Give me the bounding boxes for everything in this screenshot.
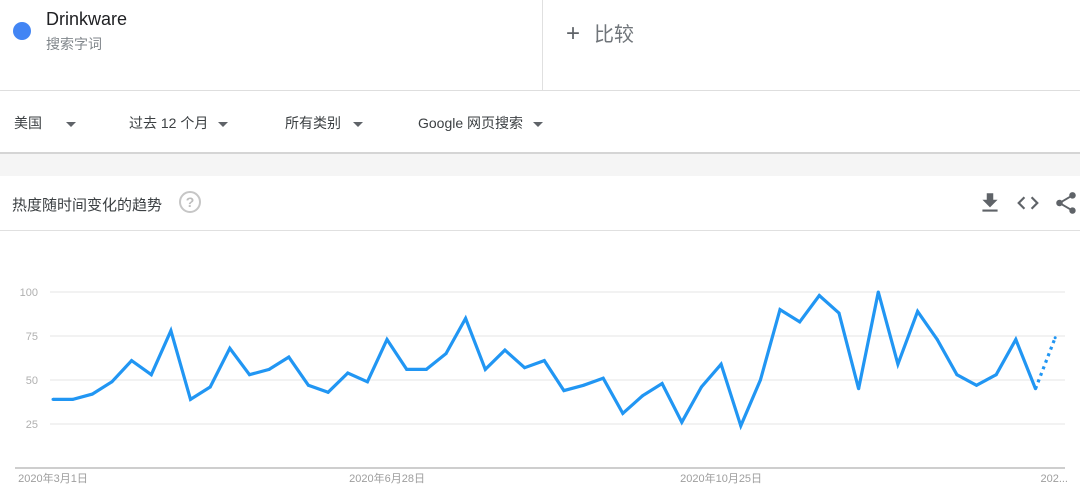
trend-line bbox=[53, 291, 1037, 431]
data-point bbox=[680, 420, 684, 424]
y-tick-label: 25 bbox=[26, 419, 38, 431]
caret-down-icon bbox=[533, 121, 544, 127]
plus-icon: + bbox=[566, 20, 581, 47]
section-divider bbox=[0, 154, 1080, 176]
time-range-dropdown[interactable]: 过去 12 个月 bbox=[129, 113, 229, 133]
data-point bbox=[699, 385, 703, 389]
data-point bbox=[385, 338, 389, 342]
search-term-type: 搜索字词 bbox=[46, 36, 102, 52]
data-point bbox=[208, 385, 212, 389]
caret-down-icon bbox=[66, 121, 76, 127]
y-tick-label: 75 bbox=[26, 331, 38, 343]
data-point bbox=[51, 397, 55, 401]
data-point bbox=[306, 383, 310, 387]
data-point bbox=[876, 290, 880, 294]
x-tick-label: 2020年3月1日 bbox=[18, 471, 88, 485]
data-point bbox=[71, 397, 75, 401]
data-point bbox=[994, 373, 998, 377]
search-term-card[interactable]: Drinkware 搜索字词 bbox=[0, 0, 543, 90]
data-point bbox=[837, 311, 841, 315]
data-point bbox=[326, 390, 330, 394]
download-icon bbox=[982, 193, 998, 212]
data-point bbox=[798, 320, 802, 324]
data-point bbox=[444, 352, 448, 356]
partial-data-line bbox=[1034, 337, 1057, 390]
data-point bbox=[228, 346, 232, 350]
category-dropdown[interactable]: 所有类别 bbox=[285, 113, 363, 133]
series-color-dot bbox=[13, 22, 31, 40]
data-point bbox=[287, 355, 291, 359]
y-tick-label: 50 bbox=[26, 375, 38, 387]
search-type-label: Google 网页搜索 bbox=[418, 115, 524, 131]
embed-code-icon bbox=[1017, 196, 1039, 210]
data-point bbox=[601, 376, 605, 380]
search-type-dropdown[interactable]: Google 网页搜索 bbox=[418, 113, 544, 133]
download-button[interactable] bbox=[977, 190, 1003, 216]
card-header: 热度随时间变化的趋势 ? bbox=[0, 176, 1080, 231]
caret-down-icon bbox=[353, 121, 363, 127]
data-point bbox=[483, 367, 487, 371]
interest-over-time-chart: 25 50 75 100 2020年3月1日 2020年6月28日 2020年10月25日 2… bbox=[15, 287, 1068, 485]
data-point bbox=[896, 362, 900, 366]
caret-down-icon bbox=[218, 121, 229, 127]
data-point bbox=[817, 294, 821, 298]
data-point bbox=[1034, 387, 1037, 391]
compare-label: 比较 bbox=[594, 24, 635, 46]
data-point bbox=[562, 389, 566, 393]
data-point bbox=[110, 380, 114, 384]
data-point bbox=[130, 359, 134, 363]
data-point bbox=[739, 424, 743, 428]
data-point bbox=[542, 359, 546, 363]
data-point bbox=[464, 316, 468, 320]
share-button[interactable] bbox=[1053, 190, 1079, 216]
data-point bbox=[365, 380, 369, 384]
data-point bbox=[955, 373, 959, 377]
data-point bbox=[778, 308, 782, 312]
region-label: 美国 bbox=[14, 115, 42, 131]
data-point bbox=[405, 367, 409, 371]
share-icon bbox=[1056, 192, 1076, 214]
region-dropdown[interactable]: 美国 bbox=[14, 113, 76, 133]
data-point bbox=[424, 367, 428, 371]
data-point bbox=[857, 387, 861, 391]
data-point bbox=[1053, 336, 1057, 340]
data-point bbox=[916, 309, 920, 313]
time-range-label: 过去 12 个月 bbox=[129, 115, 209, 131]
data-point bbox=[582, 383, 586, 387]
data-point bbox=[90, 392, 94, 396]
data-point bbox=[169, 329, 173, 333]
data-point bbox=[189, 397, 193, 401]
search-terms-bar: Drinkware 搜索字词 + 比较 bbox=[0, 0, 1080, 91]
data-point bbox=[267, 367, 271, 371]
y-tick-label: 100 bbox=[20, 287, 38, 299]
data-point bbox=[346, 371, 350, 375]
data-point bbox=[660, 382, 664, 386]
data-point bbox=[758, 378, 762, 382]
search-term-name: Drinkware bbox=[46, 9, 128, 29]
filters-bar: 美国 过去 12 个月 所有类别 Google 网页搜索 bbox=[0, 91, 1080, 154]
data-point bbox=[1014, 338, 1018, 342]
data-point bbox=[523, 366, 527, 370]
category-label: 所有类别 bbox=[285, 115, 341, 131]
data-point bbox=[248, 373, 251, 377]
help-icon[interactable]: ? bbox=[179, 191, 201, 213]
data-point bbox=[503, 348, 507, 352]
data-point bbox=[935, 338, 939, 342]
compare-button[interactable]: + 比较 bbox=[566, 18, 634, 48]
x-tick-label: 2020年10月25日 bbox=[680, 471, 762, 485]
data-point bbox=[641, 394, 644, 398]
data-point bbox=[719, 362, 723, 366]
card-title: 热度随时间变化的趋势 bbox=[12, 197, 163, 214]
data-point bbox=[149, 373, 153, 377]
data-point bbox=[621, 411, 625, 415]
data-point bbox=[975, 383, 979, 387]
x-tick-label: 202... bbox=[1040, 473, 1068, 485]
embed-button[interactable] bbox=[1015, 190, 1041, 216]
x-tick-label: 2020年6月28日 bbox=[349, 471, 425, 485]
